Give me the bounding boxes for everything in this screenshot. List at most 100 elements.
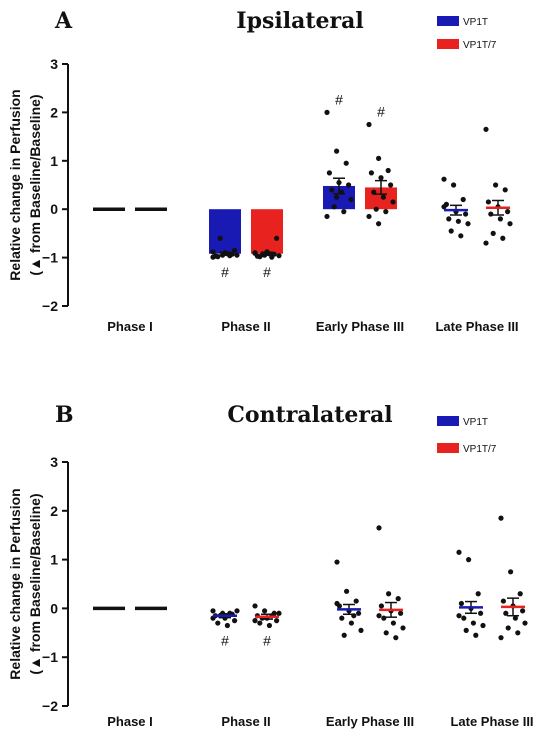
panel-title: Contralateral: [227, 402, 392, 428]
data-point: [512, 615, 519, 621]
data-point: [465, 221, 471, 227]
panel-letter: B: [55, 402, 74, 428]
data-point: [381, 615, 387, 621]
data-point: [522, 620, 528, 626]
data-point: [503, 610, 509, 616]
data-point: [210, 249, 216, 255]
data-point: [463, 627, 469, 633]
data-point: [507, 221, 513, 227]
data-point: [344, 588, 350, 594]
data-point: [500, 235, 506, 241]
data-point: [368, 170, 374, 176]
data-point: [458, 600, 464, 607]
legend-label: VP1T/7: [463, 444, 497, 455]
y-tick-label: −2: [42, 298, 58, 314]
data-point: [252, 618, 258, 624]
bar: [209, 209, 241, 254]
data-point: [520, 608, 526, 614]
data-point: [490, 230, 496, 236]
data-point: [353, 598, 359, 604]
data-point: [324, 109, 330, 115]
data-point: [478, 610, 484, 616]
data-point: [331, 204, 337, 210]
category-label: Early Phase III: [316, 319, 404, 334]
data-point: [458, 233, 464, 239]
data-point: [383, 209, 389, 215]
data-point: [466, 557, 472, 563]
legend-label: VP1T/7: [463, 40, 497, 51]
data-point: [366, 121, 372, 128]
data-point: [234, 252, 240, 258]
significance-marker: #: [221, 632, 229, 648]
data-point: [461, 615, 467, 621]
data-point: [502, 187, 508, 193]
data-point: [343, 160, 349, 166]
data-point: [395, 596, 401, 602]
data-point: [356, 610, 362, 616]
y-tick-label: 3: [50, 454, 58, 470]
data-point: [441, 204, 447, 210]
y-tick-label: 0: [50, 201, 58, 217]
data-point: [480, 622, 486, 629]
significance-marker: #: [335, 91, 343, 107]
y-tick-label: 0: [50, 600, 58, 616]
data-point: [488, 211, 494, 217]
data-point: [252, 603, 258, 609]
data-point: [393, 635, 399, 641]
data-point: [498, 515, 504, 521]
data-point: [210, 254, 216, 260]
significance-marker: #: [263, 632, 271, 648]
data-point: [383, 630, 389, 636]
data-point: [334, 559, 340, 565]
y-tick-label: 2: [50, 503, 58, 519]
significance-marker: #: [263, 264, 271, 280]
data-point: [262, 608, 268, 614]
data-point: [485, 199, 491, 205]
data-point: [483, 240, 489, 246]
category-label: Phase II: [221, 319, 270, 334]
data-point: [232, 618, 238, 624]
y-axis-label: Relative change in Perfusion: [7, 488, 23, 679]
category-label: Phase I: [107, 714, 153, 729]
data-point: [326, 170, 332, 176]
data-point: [266, 622, 272, 629]
data-point: [334, 194, 340, 200]
data-point: [398, 610, 404, 616]
data-point: [400, 625, 406, 631]
y-tick-label: 3: [50, 56, 58, 72]
data-point: [508, 569, 514, 575]
data-point: [276, 253, 282, 259]
data-point: [385, 167, 391, 174]
data-point: [390, 199, 396, 205]
panel-a: A Ipsilateral Relative change in Perfusion…: [7, 8, 519, 334]
data-point: [378, 603, 384, 609]
data-point: [470, 620, 476, 626]
data-point: [346, 182, 352, 188]
data-point: [274, 618, 280, 624]
data-point: [232, 247, 238, 253]
data-point: [257, 620, 263, 626]
data-point: [376, 613, 382, 619]
legend-swatch-vp1t: [437, 416, 459, 426]
data-point: [456, 613, 462, 619]
panel-title: Ipsilateral: [236, 8, 363, 34]
data-point: [373, 206, 379, 212]
category-label: Late Phase III: [435, 319, 518, 334]
panel-b: B Contralateral Relative change in Perfusi…: [7, 402, 534, 729]
data-point: [390, 620, 396, 626]
data-point: [505, 209, 511, 215]
data-point: [505, 625, 511, 631]
data-point: [376, 221, 382, 227]
data-point: [448, 228, 454, 234]
data-point: [441, 176, 447, 182]
data-point: [252, 250, 258, 256]
category-label: Phase I: [107, 319, 153, 334]
y-tick-label: 2: [50, 104, 58, 120]
data-point: [460, 196, 466, 203]
data-point: [493, 182, 499, 188]
data-point: [341, 632, 347, 638]
data-point: [386, 591, 392, 597]
y-axis-label: Relative change in Perfusion: [7, 89, 23, 280]
data-point: [276, 610, 282, 616]
y-tick-label: 1: [50, 552, 58, 568]
